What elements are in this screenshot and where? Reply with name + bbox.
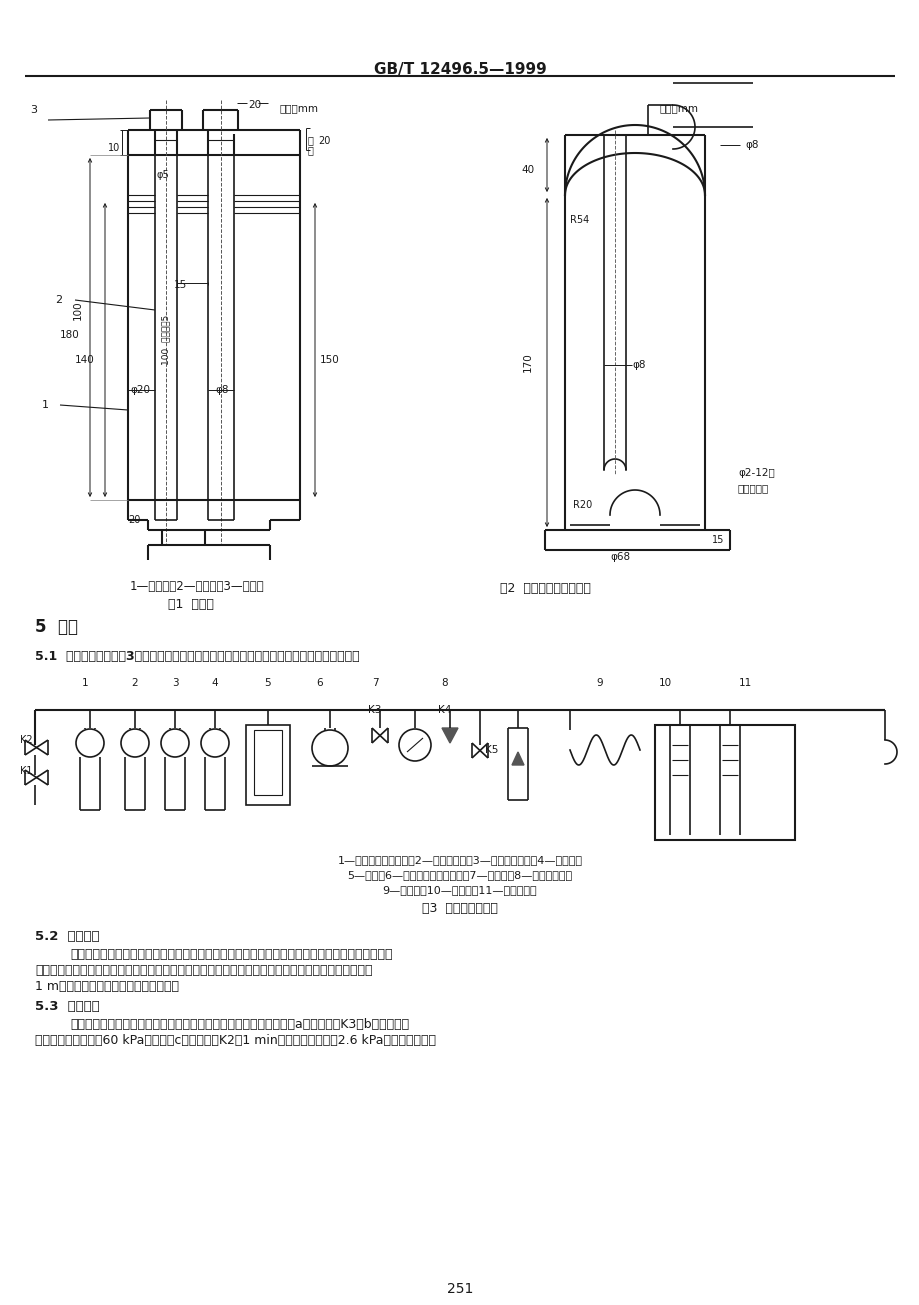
Text: 5—冰浴；6—四氯化碳蔕气发生瓶；7—压力计；8—转子流量计；: 5—冰浴；6—四氯化碳蔕气发生瓶；7—压力计；8—转子流量计； — [347, 870, 572, 880]
Text: 100: 100 — [73, 300, 83, 320]
Text: 6: 6 — [316, 679, 323, 688]
Text: 仪器各部件和安装好的仪器在使用前都要进行气密性检查。步骤是：a）关闭旋塞K3；b）通入压缩: 仪器各部件和安装好的仪器在使用前都要进行气密性检查。步骤是：a）关闭旋塞K3；b… — [70, 1018, 409, 1031]
Bar — [254, 729, 282, 795]
Text: 5.1  将仗器各部件按图3所示安装好，根据需要安装吸附管的根数，但要确保流量分配均匀。: 5.1 将仗器各部件按图3所示安装好，根据需要安装吸附管的根数，但要确保流量分配… — [35, 650, 359, 663]
Text: 8: 8 — [441, 679, 448, 688]
Text: 180: 180 — [60, 330, 80, 341]
Text: 2: 2 — [55, 295, 62, 305]
Text: 1: 1 — [82, 679, 88, 688]
Text: 20: 20 — [248, 100, 261, 110]
Text: 图1  吸附管: 图1 吸附管 — [168, 598, 213, 611]
Text: φ2-12个: φ2-12个 — [737, 468, 774, 478]
Text: K4: K4 — [437, 705, 451, 715]
Text: 5.2  流程说明: 5.2 流程说明 — [35, 930, 99, 944]
Text: φ8: φ8 — [631, 360, 645, 371]
Text: R54: R54 — [570, 215, 588, 224]
Text: 1 m以上的玻璃管绕制）而进入吸附管。: 1 m以上的玻璃管绕制）而进入吸附管。 — [35, 980, 179, 993]
Text: 5: 5 — [265, 679, 271, 688]
Text: φ20: φ20 — [130, 385, 150, 395]
Polygon shape — [512, 752, 524, 765]
Text: φ5: φ5 — [157, 170, 170, 180]
Text: 15: 15 — [711, 535, 723, 545]
Text: 的干燥瓶、装有分子筛的净化瓶进入缓冲瓶，再入四氯化碳蒸气发生瓶，后经转子流量计、蛇形管（用: 的干燥瓶、装有分子筛的净化瓶进入缓冲瓶，再入四氯化碳蒸气发生瓶，后经转子流量计、… — [35, 964, 372, 977]
Text: 251: 251 — [447, 1282, 472, 1296]
Text: φ8: φ8 — [215, 385, 228, 395]
Text: K5: K5 — [484, 745, 498, 756]
Text: 100  分单位为5: 100 分单位为5 — [161, 315, 170, 365]
Text: 150: 150 — [320, 355, 339, 365]
Text: 孔球面均布: 孔球面均布 — [737, 483, 768, 493]
Bar — [654, 726, 794, 840]
Text: GB/T 12496.5—1999: GB/T 12496.5—1999 — [373, 63, 546, 77]
Text: 1—活性炭空气净化瓶；2—确胶干燥瓶；3—分子筛净化瓶；4—缓冲瓶；: 1—活性炭空气净化瓶；2—确胶干燥瓶；3—分子筛净化瓶；4—缓冲瓶； — [337, 855, 582, 865]
Text: K3: K3 — [368, 705, 381, 715]
Text: φ8: φ8 — [744, 140, 757, 150]
Text: 2: 2 — [131, 679, 138, 688]
Text: φ68: φ68 — [609, 552, 630, 562]
Text: 空气，使系统内产生60 kPa的压力；c）关闭活塞K2，1 min内气压下降不大于2.6 kPa为合格。如不合: 空气，使系统内产生60 kPa的压力；c）关闭活塞K2，1 min内气压下降不大… — [35, 1034, 436, 1047]
Text: 20: 20 — [318, 136, 330, 146]
Text: 10: 10 — [658, 679, 671, 688]
Text: 1: 1 — [42, 401, 49, 410]
Text: 9—蛇形管；10—吸附管；11—恒温水浴槽: 9—蛇形管；10—吸附管；11—恒温水浴槽 — [382, 885, 537, 895]
Text: K1: K1 — [20, 766, 32, 776]
Text: 170: 170 — [522, 352, 532, 372]
Text: 7: 7 — [371, 679, 378, 688]
Text: 3: 3 — [172, 679, 178, 688]
Text: 5  安装: 5 安装 — [35, 619, 78, 636]
Text: 将仪器与压缩空气开关连接，开压缩空气后，空气首先进入装有活性炭的空气净化瓶，经装有硅胶: 将仪器与压缩空气开关连接，开压缩空气后，空气首先进入装有活性炭的空气净化瓶，经装… — [70, 947, 392, 960]
Text: 20: 20 — [128, 515, 141, 525]
Text: 40: 40 — [521, 164, 534, 175]
Text: 5.3  气密检查: 5.3 气密检查 — [35, 1000, 99, 1013]
Text: 3: 3 — [30, 104, 37, 115]
Text: 11: 11 — [738, 679, 751, 688]
Text: 4: 4 — [211, 679, 218, 688]
Text: 140: 140 — [75, 355, 95, 365]
Text: 10: 10 — [108, 144, 120, 153]
Text: 9: 9 — [596, 679, 603, 688]
Text: R20: R20 — [573, 500, 592, 510]
Text: K2: K2 — [20, 735, 32, 745]
Text: 1—多孔板；2—吸附管；3—磨口塞: 1—多孔板；2—吸附管；3—磨口塞 — [130, 579, 265, 592]
Text: 图3  仗器安装流程图: 图3 仗器安装流程图 — [422, 902, 497, 915]
Text: 15: 15 — [173, 281, 187, 290]
Polygon shape — [441, 728, 458, 743]
Text: 单位：mm: 单位：mm — [659, 103, 698, 114]
Text: 单位：mm: 单位：mm — [279, 103, 319, 114]
Text: 口: 口 — [307, 145, 312, 155]
Text: 图2  四氯化碳蔕气发生瓶: 图2 四氯化碳蔕气发生瓶 — [499, 582, 590, 595]
Bar — [245, 726, 289, 805]
Text: 磨: 磨 — [307, 134, 312, 145]
